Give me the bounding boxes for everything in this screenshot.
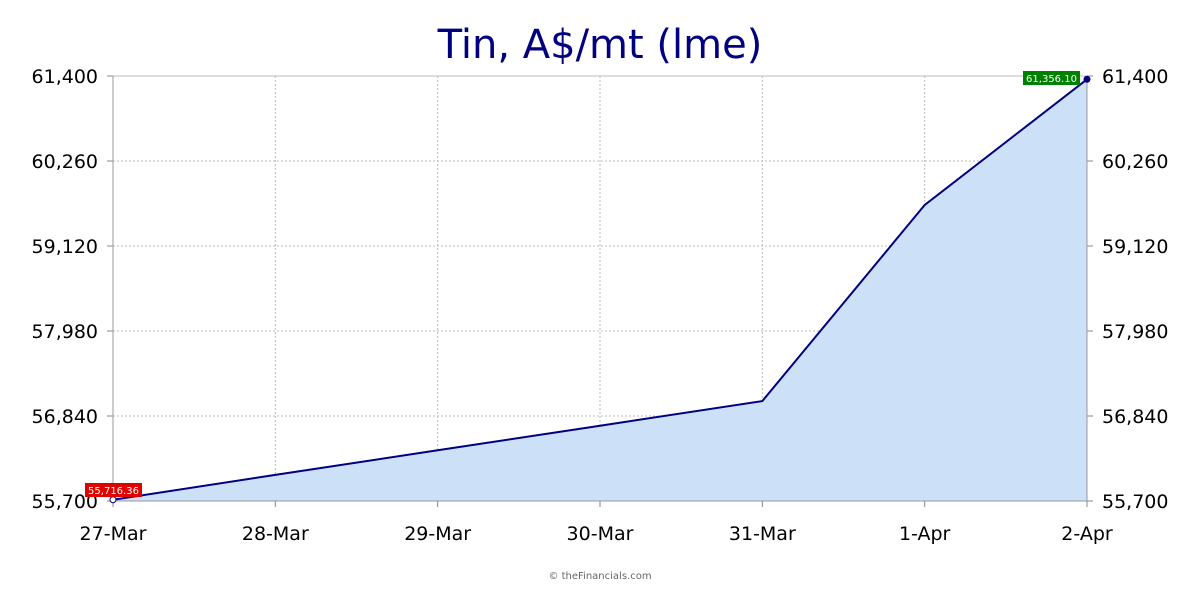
copyright-notice: © theFinancials.com [548,571,651,582]
series-area [113,79,1087,502]
last-value-badge [1023,71,1080,85]
y-tick-label-left: 61,400 [32,66,98,88]
y-tick-label-right: 60,260 [1102,151,1168,173]
y-axis-left: 55,700 56,840 57,980 59,120 60,260 61,400 [32,66,98,513]
last-value-label: 61,356.10 [1026,74,1077,85]
y-tick-label-left: 59,120 [32,236,98,258]
first-value-badge [85,483,142,497]
value-badges: 55,716.36 61,356.10 [85,71,1080,497]
y-tick-label-right: 59,120 [1102,236,1168,258]
y-tick-label-right: 56,840 [1102,406,1168,428]
y-tick-label-right: 55,700 [1102,491,1168,513]
x-axis: 27-Mar 28-Mar 29-Mar 30-Mar 31-Mar 1-Apr 2-Apr [80,523,1113,545]
area-fill-layer [113,79,1087,502]
chart-title: Tin, A$/mt (lme) [437,22,763,68]
y-tick-label-right: 57,980 [1102,321,1168,343]
x-tick-label: 27-Mar [80,523,147,545]
series-line [112,78,1088,501]
x-tick-label: 2-Apr [1061,523,1113,545]
y-tick-label-left: 56,840 [32,406,98,428]
first-point-marker [109,496,117,504]
y-tick-label-left: 57,980 [32,321,98,343]
plot-frame [107,75,1093,507]
x-tick-label: 31-Mar [729,523,796,545]
x-tick-label: 29-Mar [404,523,471,545]
x-tick-label: 30-Mar [567,523,634,545]
last-point-marker [1083,75,1091,83]
y-tick-label-left: 60,260 [32,151,98,173]
y-tick-label-right: 61,400 [1102,66,1168,88]
x-tick-label: 1-Apr [899,523,951,545]
y-tick-label-left: 55,700 [32,491,98,513]
first-value-label: 55,716.36 [88,486,139,497]
y-axis-right: 55,700 56,840 57,980 59,120 60,260 61,400 [1102,66,1168,513]
x-tick-label: 28-Mar [242,523,309,545]
